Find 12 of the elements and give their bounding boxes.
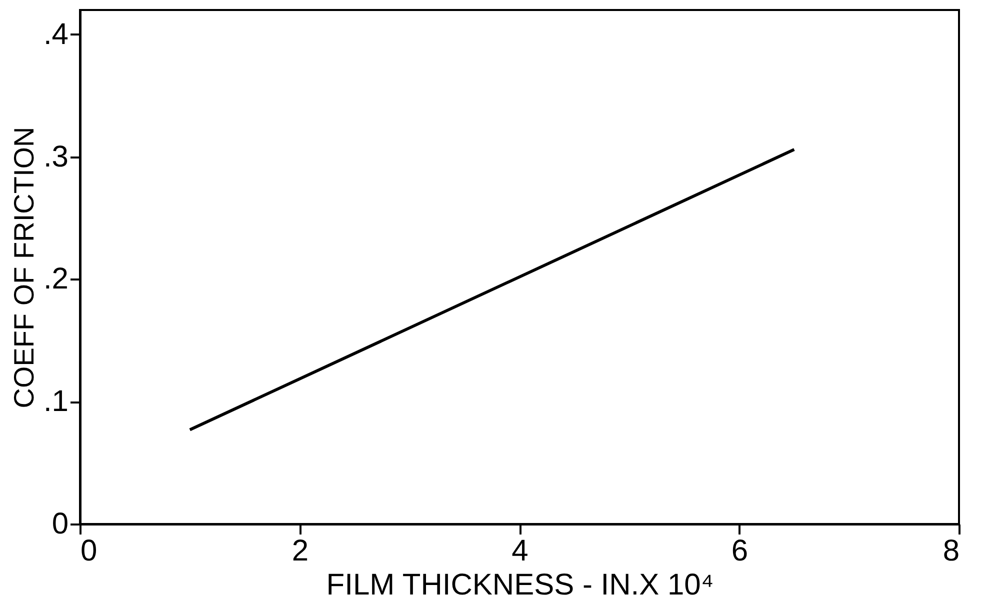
- x-tick-label: 4: [512, 534, 528, 568]
- y-tick-label: 0: [52, 508, 68, 540]
- y-tick-label: .4: [43, 18, 68, 51]
- y-tick-label: .2: [43, 262, 68, 296]
- x-tick-label: 0: [80, 534, 98, 568]
- x-tick-label: 6: [731, 534, 748, 568]
- y-tick-label: .1: [43, 385, 68, 418]
- y-axis-title: COEFF OF FRICTION: [8, 126, 40, 408]
- x-tick-label: 2: [292, 534, 309, 568]
- x-tick-label: 8: [942, 534, 960, 568]
- x-axis-title: FILM THICKNESS - IN.X 10⁴: [326, 568, 714, 602]
- y-tick-label: .3: [43, 140, 68, 174]
